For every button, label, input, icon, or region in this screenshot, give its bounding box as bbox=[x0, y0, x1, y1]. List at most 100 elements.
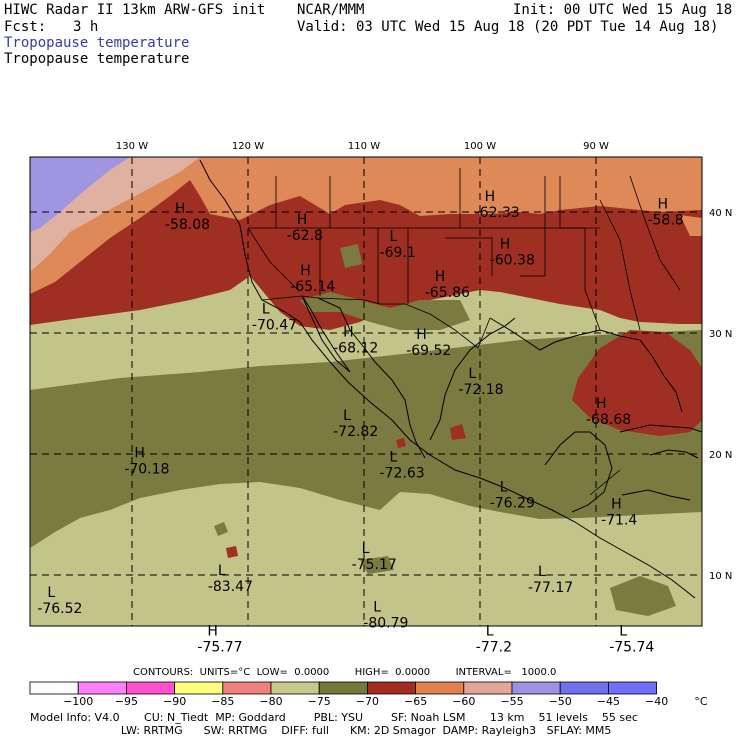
field-olive bbox=[30, 330, 702, 548]
latitude-label: 30 N bbox=[709, 329, 732, 340]
model-info-line2: LW: RRTMG SW: RRTMG DIFF: full KM: 2D Sm… bbox=[30, 724, 612, 737]
high-marker: H bbox=[657, 196, 668, 212]
low-marker: L bbox=[373, 599, 381, 615]
high-marker: H bbox=[207, 624, 218, 640]
extremum-value: -68.68 bbox=[586, 412, 631, 428]
high-marker: H bbox=[300, 263, 311, 279]
forecast-label: Fcst: bbox=[4, 19, 47, 35]
latitude-label: 20 N bbox=[709, 450, 732, 461]
axis-labels: 130 W 120 W 110 W 100 W 90 W 40 N 30 N 20 N 10 N bbox=[116, 141, 732, 582]
high-marker: H bbox=[611, 496, 622, 512]
colorbar-label: −40 bbox=[644, 695, 669, 708]
field-lavender bbox=[30, 157, 130, 232]
low-marker: L bbox=[538, 564, 546, 580]
extremum-value: -77.17 bbox=[528, 580, 573, 596]
low-marker: L bbox=[619, 624, 627, 640]
extremum-value: -75.74 bbox=[609, 640, 654, 656]
colorbar-swatch bbox=[608, 681, 658, 695]
extremum-value: -69.1 bbox=[380, 245, 416, 261]
extremum-value: -62.8 bbox=[287, 228, 323, 244]
extremum-value: -70.18 bbox=[124, 462, 169, 478]
colorbar-label: −75 bbox=[307, 695, 331, 708]
extremum-value: -76.52 bbox=[37, 601, 82, 617]
high-marker: H bbox=[343, 325, 354, 341]
colorbar-label: −50 bbox=[548, 695, 572, 708]
colorbar-label: −55 bbox=[500, 695, 524, 708]
product-title: HIWC Radar II 13km ARW-GFS init bbox=[4, 2, 266, 18]
colorbar-label: −60 bbox=[452, 695, 476, 708]
high-marker: H bbox=[175, 201, 186, 217]
colorbar-label: −95 bbox=[114, 695, 138, 708]
organization: NCAR/MMM bbox=[297, 2, 365, 18]
extremum-value: -68.12 bbox=[333, 341, 378, 357]
colorbar-swatch bbox=[29, 681, 79, 695]
field-orange bbox=[30, 157, 702, 294]
coastlines bbox=[199, 159, 702, 599]
low-marker: L bbox=[262, 302, 270, 318]
colorbar-swatch bbox=[318, 681, 368, 695]
high-marker: H bbox=[596, 396, 607, 412]
model-info-line1: Model Info: V4.0 CU: N_Tiedt MP: Goddard… bbox=[30, 711, 638, 724]
extremum-value: -75.17 bbox=[352, 557, 397, 573]
latitude-label: 10 N bbox=[709, 571, 732, 582]
extremum-value: -71.4 bbox=[601, 512, 637, 528]
extremum-value: -77.2 bbox=[476, 640, 512, 656]
extremum-value: -58.08 bbox=[165, 217, 210, 233]
extremum-value: -76.29 bbox=[490, 496, 535, 512]
extremum-value: -69.52 bbox=[406, 343, 451, 359]
colorbar-swatch bbox=[463, 681, 513, 695]
colorbar-swatch bbox=[77, 681, 127, 695]
longitude-label: 100 W bbox=[464, 141, 496, 152]
latitude-label: 40 N bbox=[709, 208, 732, 219]
colorbar-swatch bbox=[174, 681, 224, 695]
field-olive-inset-1 bbox=[300, 292, 470, 330]
low-marker: L bbox=[362, 541, 370, 557]
extremum-value: -58.8 bbox=[647, 212, 683, 228]
longitude-label: 130 W bbox=[116, 141, 148, 152]
extremum-value: -62.33 bbox=[475, 205, 520, 221]
colorbar-swatch bbox=[222, 681, 272, 695]
colorbar-label: −70 bbox=[355, 695, 379, 708]
colorbar-label: −85 bbox=[211, 695, 235, 708]
valid-time: Valid: 03 UTC Wed 15 Aug 18 (20 PDT Tue … bbox=[297, 19, 719, 35]
low-marker: L bbox=[390, 449, 398, 465]
colorbar-swatch bbox=[366, 681, 416, 695]
forecast-hour: 3 h bbox=[73, 19, 99, 35]
high-marker: H bbox=[297, 212, 308, 228]
extremum-value: -75.77 bbox=[197, 640, 242, 656]
longitude-label: 120 W bbox=[232, 141, 264, 152]
extremum-value: -70.47 bbox=[252, 318, 297, 334]
extremum-value: -65.86 bbox=[425, 285, 470, 301]
field-orange-patches bbox=[380, 178, 702, 236]
high-marker: H bbox=[416, 327, 427, 343]
political-borders bbox=[247, 168, 681, 496]
colorbar-label: −90 bbox=[162, 695, 187, 708]
extremum-value: -80.79 bbox=[363, 615, 408, 631]
map-frame bbox=[29, 156, 703, 627]
extremum-value: -65.14 bbox=[290, 279, 335, 295]
low-marker: L bbox=[343, 408, 351, 424]
contour-info: CONTOURS: UNITS=°C LOW= 0.0000 HIGH= 0.0… bbox=[133, 667, 557, 678]
init-time: Init: 00 UTC Wed 15 Aug 18 bbox=[513, 2, 733, 18]
field-dark-red-gulf bbox=[572, 330, 702, 436]
extrema-labels: H-58.08 H-62.8 L-69.1H-62.33H-60.38H-58.8H… bbox=[37, 189, 683, 655]
colorbar-swatch bbox=[270, 681, 320, 695]
colorbar-unit: °C bbox=[694, 695, 708, 708]
low-marker: L bbox=[390, 229, 398, 245]
colorbar-swatch bbox=[559, 681, 609, 695]
low-marker: L bbox=[486, 624, 494, 640]
extremum-value: -72.18 bbox=[458, 382, 503, 398]
colorbar-label: −100 bbox=[63, 695, 94, 708]
colorbar-swatch bbox=[511, 681, 561, 695]
lat-lon-grid bbox=[30, 157, 702, 626]
low-marker: L bbox=[468, 366, 476, 382]
field-name-shaded: Tropopause temperature bbox=[4, 35, 190, 51]
colorbar-label: −65 bbox=[403, 695, 428, 708]
shaded-field bbox=[30, 157, 702, 626]
field-olive-speckles bbox=[214, 522, 676, 616]
colorbar-label: −45 bbox=[596, 695, 620, 708]
high-marker: H bbox=[435, 269, 446, 285]
low-marker: L bbox=[500, 480, 508, 496]
